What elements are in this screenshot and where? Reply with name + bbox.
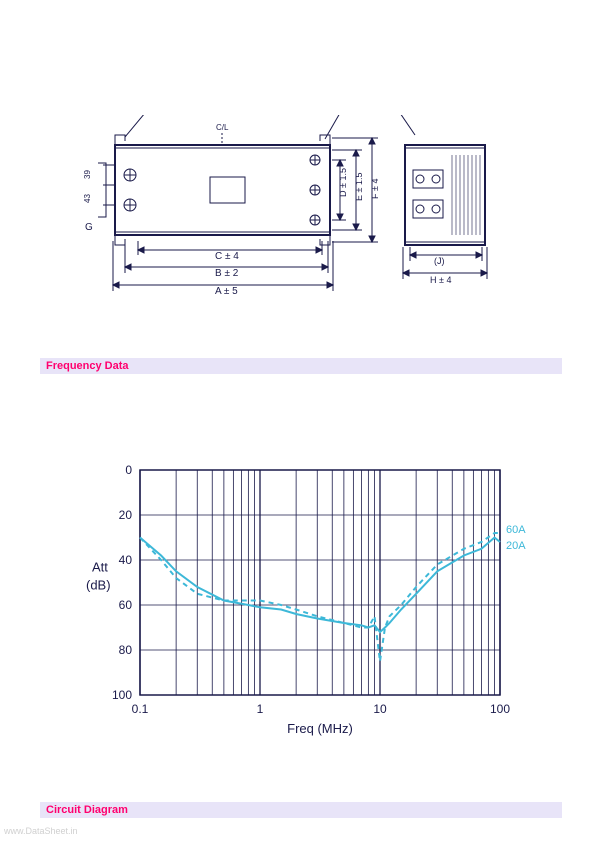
dim-e-label: E ± 1.5: [354, 173, 364, 201]
dim-h-label: H ± 4: [430, 275, 451, 285]
svg-text:100: 100: [490, 702, 510, 716]
dim-f-label: F ± 4: [370, 179, 380, 199]
dim-j-label: (J): [434, 256, 445, 266]
dim-cl-label: C/L: [216, 123, 229, 132]
svg-text:Freq (MHz): Freq (MHz): [287, 721, 353, 736]
mechanical-drawing: G 39 43 C/L K K C ± 4 B ± 2: [70, 115, 530, 325]
svg-text:(dB): (dB): [86, 577, 111, 592]
dim-a-label: A ± 5: [215, 286, 238, 297]
dim-d-label: D ± 1.5: [338, 168, 348, 197]
frequency-data-header: Frequency Data: [40, 358, 562, 374]
svg-text:Att: Att: [92, 559, 108, 574]
svg-text:80: 80: [119, 643, 133, 657]
dim-c-label: C ± 4: [215, 251, 239, 262]
svg-text:100: 100: [112, 688, 132, 702]
svg-text:0.1: 0.1: [132, 702, 149, 716]
svg-text:40: 40: [119, 553, 133, 567]
dim-b-label: B ± 2: [215, 268, 239, 279]
svg-text:0: 0: [125, 463, 132, 477]
circuit-diagram-header: Circuit Diagram: [40, 802, 562, 818]
svg-text:60: 60: [119, 598, 133, 612]
svg-text:1: 1: [257, 702, 264, 716]
dim-39-label: 39: [83, 170, 92, 179]
watermark: www.DataSheet.in: [4, 826, 78, 836]
svg-text:60A: 60A: [506, 524, 526, 536]
dim-g-label: G: [85, 222, 93, 233]
svg-text:20A: 20A: [506, 540, 526, 552]
attenuation-chart: 0204060801000.1110100Att(dB)Freq (MHz)60…: [75, 460, 550, 750]
svg-text:10: 10: [373, 702, 387, 716]
dim-43-label: 43: [83, 194, 92, 203]
svg-text:20: 20: [119, 508, 133, 522]
